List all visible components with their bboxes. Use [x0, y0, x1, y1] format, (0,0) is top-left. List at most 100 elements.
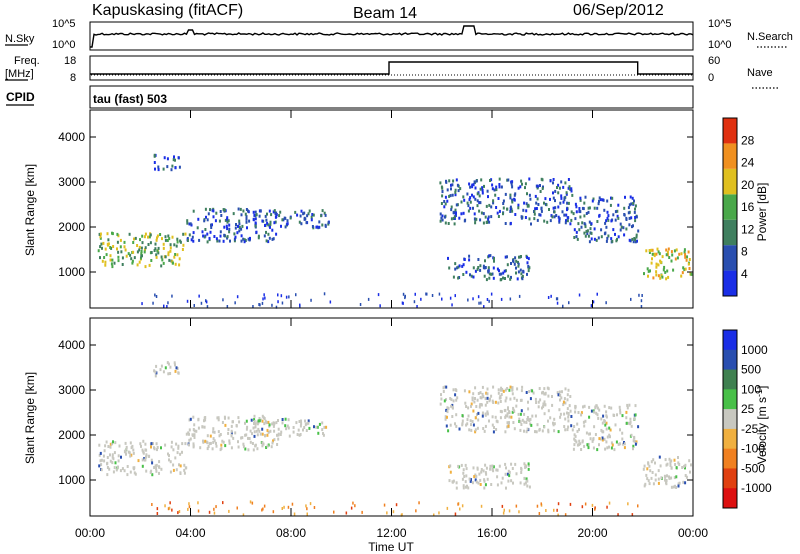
data-cell — [172, 468, 175, 472]
data-cell — [533, 212, 536, 216]
data-cell — [183, 471, 186, 475]
data-cell — [174, 456, 177, 460]
data-cell — [189, 222, 192, 226]
data-cell — [219, 210, 222, 213]
data-cell — [113, 466, 116, 470]
data-cell — [515, 404, 518, 408]
data-cell — [243, 238, 246, 242]
data-cell — [300, 421, 303, 425]
data-cell — [249, 500, 252, 504]
data-cell — [460, 463, 463, 467]
data-cell — [586, 232, 589, 236]
data-cell — [497, 215, 500, 218]
data-cell — [479, 264, 482, 268]
data-cell — [446, 506, 449, 510]
data-cell — [168, 258, 171, 262]
data-cell — [203, 219, 206, 223]
data-cell — [501, 388, 504, 392]
data-cell — [670, 459, 673, 463]
data-cell — [321, 421, 324, 425]
data-cell — [554, 189, 557, 193]
data-cell — [556, 301, 559, 305]
data-cell — [176, 240, 179, 244]
data-cell — [670, 485, 673, 489]
data-cell — [603, 437, 606, 441]
data-cell — [210, 226, 213, 229]
data-cell — [655, 270, 658, 274]
data-cell — [669, 461, 672, 465]
data-cell — [612, 213, 615, 217]
data-cell — [595, 404, 598, 408]
data-cell — [230, 424, 233, 428]
data-cell — [446, 415, 448, 419]
data-cell — [569, 222, 572, 226]
data-cell — [426, 292, 428, 296]
data-cell — [556, 186, 558, 189]
data-cell — [640, 305, 643, 308]
data-cell — [604, 447, 607, 451]
data-cell — [623, 213, 626, 216]
data-cell — [590, 231, 593, 235]
data-cell — [261, 301, 264, 305]
data-cell — [582, 405, 584, 409]
data-cell — [614, 210, 617, 214]
data-cell — [510, 275, 512, 279]
data-cell — [566, 393, 569, 397]
data-cell — [451, 183, 454, 187]
data-cell — [588, 240, 591, 244]
data-cell — [563, 412, 566, 416]
data-cell — [171, 508, 173, 512]
y-tick-label: 2000 — [58, 220, 85, 234]
data-cell — [451, 405, 454, 409]
data-cell — [238, 222, 241, 226]
data-cell — [632, 224, 634, 228]
data-cell — [480, 211, 483, 215]
data-cell — [676, 256, 679, 260]
data-cell — [168, 237, 171, 241]
data-cell — [557, 513, 559, 517]
data-cell — [471, 185, 474, 189]
data-cell — [322, 433, 325, 437]
data-cell — [636, 239, 638, 243]
data-cell — [262, 297, 264, 301]
data-cell — [598, 437, 601, 441]
data-cell — [159, 233, 162, 236]
data-cell — [156, 249, 159, 253]
data-cell — [237, 440, 239, 444]
data-cell — [169, 460, 172, 464]
data-cell — [475, 217, 478, 221]
data-cell — [555, 214, 558, 217]
data-cell — [482, 427, 485, 430]
freq-tick-high: 18 — [64, 55, 76, 67]
data-cell — [413, 300, 416, 304]
data-cell — [525, 421, 528, 424]
data-cell — [109, 442, 112, 446]
data-cell — [648, 464, 651, 468]
data-cell — [511, 386, 514, 390]
data-cell — [594, 507, 596, 511]
data-cell — [173, 155, 175, 159]
data-cell — [552, 196, 555, 200]
data-cell — [188, 222, 191, 226]
data-cell — [136, 244, 139, 247]
data-cell — [119, 238, 122, 242]
data-cell — [313, 506, 316, 509]
data-cell — [539, 398, 542, 402]
data-cell — [546, 386, 549, 390]
data-cell — [442, 390, 445, 393]
data-cell — [98, 464, 101, 468]
data-cell — [630, 433, 633, 437]
colorbar-tick-label: 24 — [741, 156, 755, 170]
data-cell — [324, 213, 327, 217]
data-cell — [242, 445, 245, 449]
data-cell — [526, 272, 528, 276]
data-cell — [192, 433, 194, 437]
data-cell — [566, 407, 569, 411]
data-cell — [523, 476, 526, 480]
data-cell — [258, 214, 261, 218]
data-cell — [568, 301, 570, 305]
data-cell — [447, 222, 450, 225]
data-cell — [538, 512, 541, 515]
data-cell — [549, 219, 552, 223]
